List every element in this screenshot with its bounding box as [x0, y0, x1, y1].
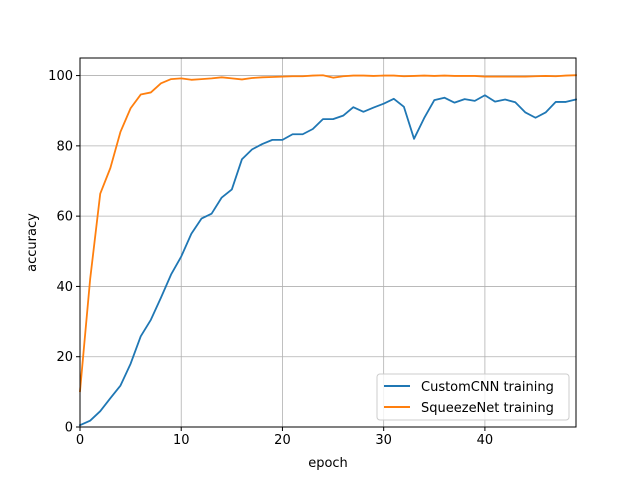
y-tick-label: 20 — [56, 350, 73, 365]
x-axis-label: epoch — [308, 456, 348, 471]
y-tick-label: 60 — [56, 210, 73, 225]
legend-label-customcnn: CustomCNN training — [421, 380, 554, 395]
x-tick-label: 30 — [375, 433, 392, 448]
series-line-squeezenet-training — [79, 74, 577, 393]
x-tick-label: 40 — [477, 433, 494, 448]
legend-label-squeezenet: SqueezeNet training — [421, 401, 554, 416]
series-line-customcnn-training — [78, 94, 578, 427]
legend: CustomCNN training SqueezeNet training — [376, 373, 570, 421]
y-tick-label: 0 — [65, 421, 73, 436]
plot-frame — [79, 57, 577, 428]
series-lines — [78, 74, 578, 427]
y-axis-label: accuracy — [25, 213, 40, 272]
axis-ticks: 0 10 20 30 40 0 20 40 60 80 100 — [48, 69, 493, 448]
y-tick-label: 100 — [48, 69, 73, 84]
x-tick-label: 20 — [274, 433, 291, 448]
x-tick-label: 10 — [173, 433, 190, 448]
y-tick-label: 40 — [56, 280, 73, 295]
legend-box — [376, 373, 570, 421]
y-tick-label: 80 — [56, 139, 73, 154]
x-tick-label: 0 — [76, 433, 84, 448]
